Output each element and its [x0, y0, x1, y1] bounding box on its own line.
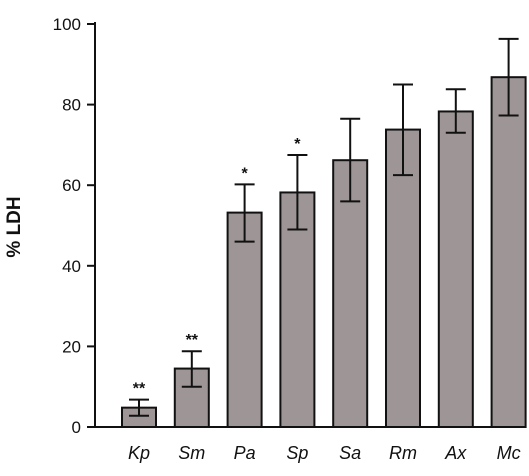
significance-marker: ** [133, 381, 146, 398]
error-bar-kp [129, 398, 149, 417]
y-tick-label: 100 [53, 15, 81, 34]
error-bar-sm [181, 350, 202, 388]
y-tick-label: 80 [62, 96, 81, 115]
significance-marker: * [294, 136, 301, 153]
x-tick-label-ax: Ax [444, 443, 467, 463]
bar-ax [437, 110, 474, 429]
error-bar-sa [340, 117, 361, 203]
x-tick-label-kp: Kp [128, 443, 150, 463]
x-tick-label-sp: Sp [286, 443, 308, 463]
bar-sp [279, 191, 316, 428]
x-tick-label-sa: Sa [339, 443, 361, 463]
x-tick-label-sm: Sm [178, 443, 205, 463]
x-tick-label-pa: Pa [234, 443, 256, 463]
error-bar-rm [393, 83, 413, 177]
bar-mc [490, 76, 527, 428]
bar-rm [385, 128, 421, 428]
bar-sm [173, 367, 210, 429]
y-axis-label: % LDH [4, 196, 25, 257]
y-tick-label: 40 [62, 257, 81, 276]
chart-axes: 0 20 40 60 80 100 [53, 15, 506, 437]
chart-labels: ** Kp ** Sm * Pa * Sp Sa Rm Ax Mc [128, 136, 521, 463]
error-bar-mc [498, 37, 519, 117]
x-tick-label-rm: Rm [389, 443, 417, 463]
y-tick-label: 20 [62, 337, 81, 356]
y-tick-label: 60 [62, 176, 81, 195]
bar-pa [226, 211, 263, 428]
y-tick-label: 0 [72, 418, 81, 437]
error-bar-ax [445, 88, 466, 134]
error-bar-pa [234, 183, 255, 243]
x-tick-label-mc: Mc [497, 443, 521, 463]
significance-marker: * [241, 165, 248, 182]
bar-sa [332, 159, 369, 429]
significance-marker: ** [186, 332, 199, 349]
error-bar-sp [287, 153, 308, 231]
chart-bars [121, 37, 527, 429]
